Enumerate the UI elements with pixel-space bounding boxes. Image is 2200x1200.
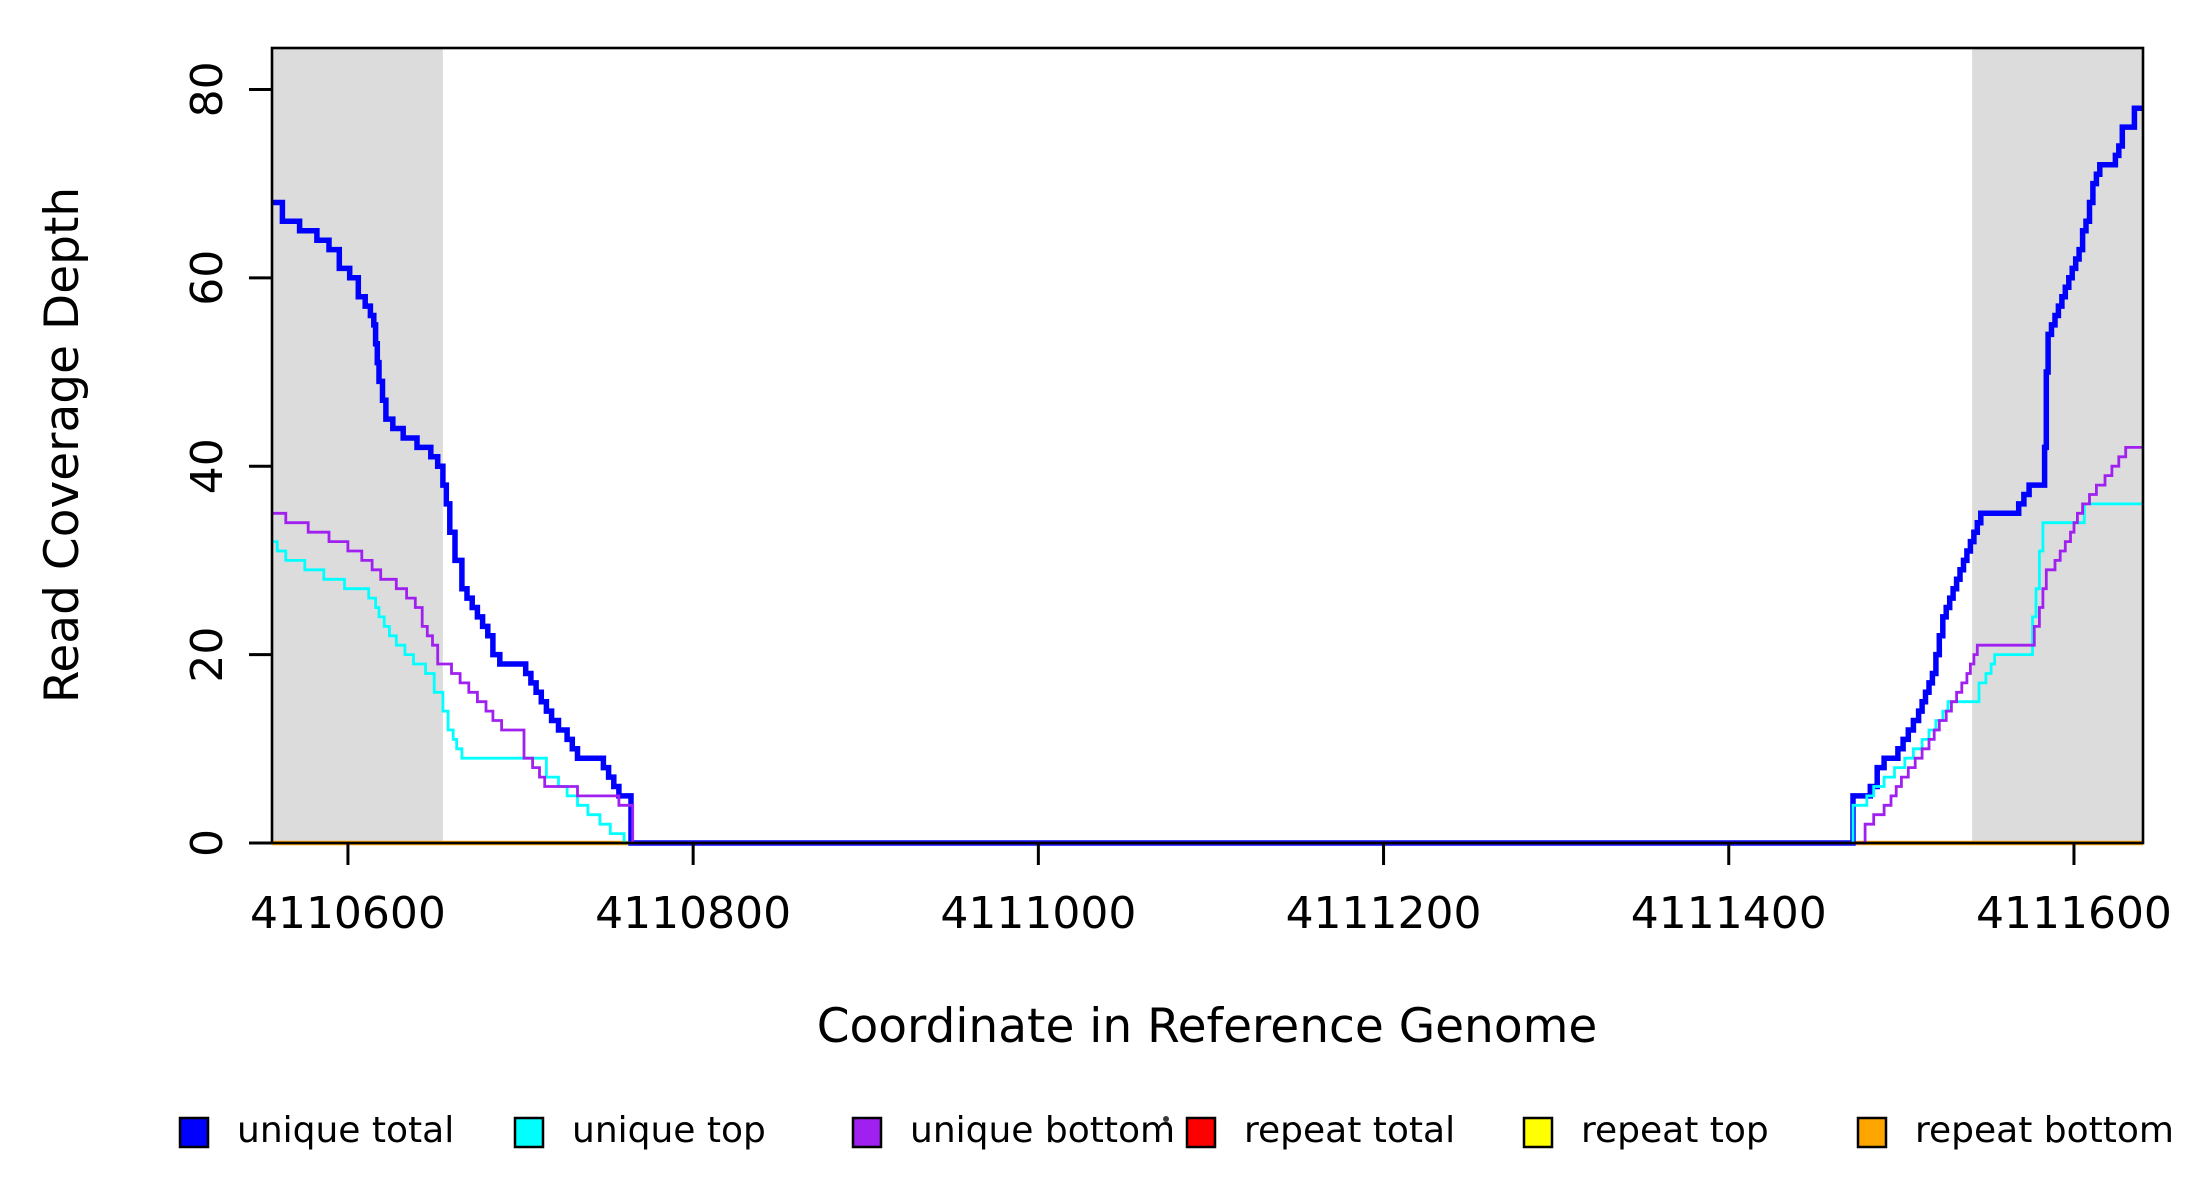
legend-label: repeat top <box>1581 1110 1769 1151</box>
repeat-bottom-swatch <box>1856 1116 1888 1149</box>
series-unique-total <box>272 105 2143 846</box>
legend-item-unique-total: unique total <box>178 1110 454 1151</box>
legend-label: unique top <box>572 1110 766 1151</box>
repeat-region-bands <box>272 48 2143 843</box>
x-tick-label: 4111400 <box>1631 888 1827 939</box>
legend-label: unique bottom <box>910 1110 1175 1151</box>
right-repeat-band <box>1972 48 2143 843</box>
legend-label: repeat bottom <box>1915 1110 2174 1151</box>
y-axis: 0 20 40 60 80 <box>182 61 272 857</box>
legend: unique total unique top unique bottom re… <box>178 1110 2174 1151</box>
x-tick-label: 4110600 <box>250 888 446 939</box>
series-lines <box>272 105 2143 846</box>
unique-total-swatch <box>178 1116 210 1149</box>
legend-item-repeat-top: repeat top <box>1522 1110 1769 1151</box>
legend-label: unique total <box>237 1110 454 1151</box>
y-axis-title: Read Coverage Depth <box>35 187 90 703</box>
legend-item-repeat-bottom: repeat bottom <box>1856 1110 2174 1151</box>
series-unique-top <box>272 502 2143 845</box>
legend-label: repeat total <box>1244 1110 1455 1151</box>
legend-item-repeat-total: repeat total <box>1185 1110 1455 1151</box>
unique-bottom-swatch <box>851 1116 883 1149</box>
x-tick-label: 4111600 <box>1976 888 2172 939</box>
legend-item-unique-bottom: unique bottom <box>851 1110 1175 1151</box>
plot-border <box>270 46 2145 845</box>
repeat-total-swatch <box>1185 1116 1217 1149</box>
repeat-top-swatch <box>1522 1116 1554 1149</box>
y-tick-label: 60 <box>182 250 233 306</box>
x-tick-label: 4110800 <box>595 888 791 939</box>
unique-top-swatch <box>513 1116 545 1149</box>
x-tick-label: 4111000 <box>940 888 1136 939</box>
y-tick-label: 20 <box>182 627 233 683</box>
x-tick-label: 4111200 <box>1286 888 1482 939</box>
y-tick-label: 0 <box>182 829 233 857</box>
legend-item-unique-top: unique top <box>513 1110 766 1151</box>
series-unique-bottom <box>272 446 2143 845</box>
stray-dot <box>1163 1116 1169 1122</box>
y-tick-label: 40 <box>182 438 233 494</box>
y-tick-label: 80 <box>182 61 233 117</box>
x-axis: 4110600 4110800 4111000 4111200 4111400 41116… <box>250 843 2172 939</box>
x-axis-title: Coordinate in Reference Genome <box>817 999 1598 1054</box>
